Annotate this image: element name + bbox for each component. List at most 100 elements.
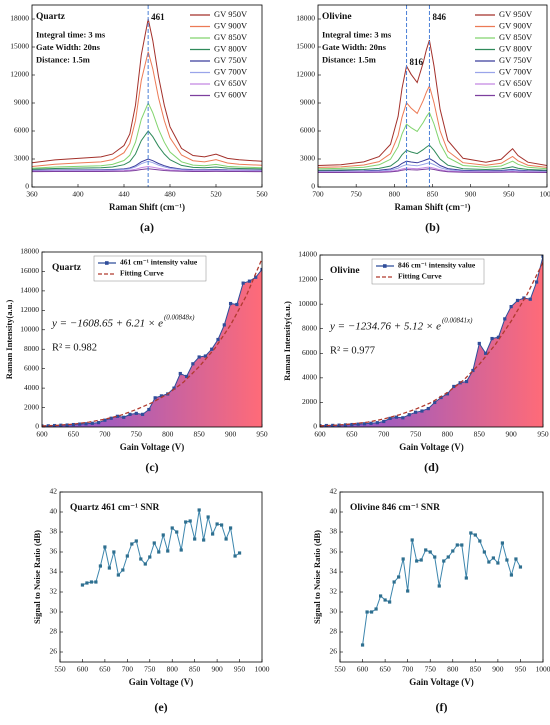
y-axis-label: Signal to Noise Ratio (dB): [312, 530, 322, 624]
marker: [130, 542, 134, 546]
peak-label: 816: [410, 57, 424, 67]
y-tick-label: 40: [50, 507, 58, 516]
marker: [197, 355, 201, 359]
marker: [78, 422, 82, 426]
x-axis-label: Raman Shift (cm⁻¹): [109, 202, 185, 212]
marker: [337, 423, 341, 427]
legend-label: GV 850V: [214, 32, 248, 42]
y-tick-label: 34: [330, 567, 338, 576]
marker: [451, 549, 455, 553]
y-tick-label: 0: [35, 422, 39, 431]
x-tick-label: 520: [210, 190, 222, 199]
series-line: [82, 509, 240, 586]
annotation: Olivine: [322, 12, 352, 22]
legend-label: GV 900V: [499, 20, 533, 30]
marker: [84, 422, 88, 426]
x-tick-label: 700: [99, 430, 111, 439]
marker: [509, 573, 514, 577]
marker: [356, 422, 360, 426]
marker: [535, 280, 539, 284]
marker: [134, 411, 138, 415]
y-tick-label: 12000: [298, 274, 317, 283]
x-tick-label: 480: [164, 190, 176, 199]
y-tick-label: 18000: [296, 14, 315, 23]
y-tick-label: 36: [50, 547, 58, 556]
annotation: Integral time: 3 ms: [36, 29, 106, 39]
marker: [184, 374, 189, 379]
legend-box: [93, 255, 207, 282]
legend-label: GV 850V: [499, 32, 533, 42]
y-tick-label: 0: [313, 422, 317, 431]
annotation: Quartz: [52, 263, 82, 273]
y-tick-label: 30: [50, 607, 58, 616]
marker: [406, 589, 410, 593]
y-tick-label: 16000: [20, 266, 39, 275]
marker: [191, 362, 195, 366]
series-line: [32, 160, 262, 172]
marker: [413, 410, 418, 414]
legend-label: GV 950V: [214, 9, 248, 19]
marker: [59, 423, 63, 427]
annotation: Quartz 461 cm⁻¹ SNR: [70, 503, 160, 513]
equation-exponent: (0.00841x): [442, 317, 473, 325]
marker: [509, 305, 513, 309]
marker: [147, 407, 151, 412]
x-tick-label: 1000: [255, 665, 270, 674]
marker: [350, 422, 354, 427]
x-tick-label: 700: [122, 665, 134, 674]
panel-label: (f): [436, 700, 448, 714]
x-tick-label: 850: [189, 665, 201, 674]
axes-frame: [59, 491, 263, 663]
marker: [211, 532, 215, 536]
y-axis-label: Signal to Noise Ratio (dB): [32, 530, 42, 624]
x-tick-label: 950: [537, 430, 549, 439]
marker: [484, 351, 488, 355]
y-tick-label: 9000: [300, 98, 315, 107]
marker: [139, 557, 143, 561]
area: [42, 269, 262, 427]
marker: [125, 554, 129, 558]
marker: [175, 530, 179, 534]
legend-label: GV 750V: [214, 55, 248, 65]
legend-label: Fitting Curve: [398, 272, 442, 281]
y-tick-label: 12000: [10, 70, 29, 79]
plot-area: [42, 258, 262, 427]
marker: [215, 522, 219, 526]
marker: [392, 580, 396, 584]
y-tick-label: 15000: [10, 42, 29, 51]
annotation: Olivine: [330, 266, 360, 276]
marker: [206, 515, 210, 519]
series-line: [32, 101, 262, 169]
x-tick-label: 650: [99, 665, 111, 674]
x-tick-label: 600: [36, 430, 48, 439]
x-tick-label: 850: [470, 665, 482, 674]
y-tick-label: 15000: [296, 42, 315, 51]
y-tick-label: 14000: [20, 286, 39, 295]
marker: [143, 562, 147, 566]
marker: [193, 537, 197, 541]
marker: [410, 538, 414, 542]
legend-marker: [105, 261, 109, 265]
marker: [80, 583, 85, 587]
marker: [224, 537, 228, 541]
marker: [469, 531, 473, 535]
series-line: [318, 168, 547, 173]
x-tick-label: 800: [447, 665, 459, 674]
x-tick-label: 900: [225, 430, 237, 439]
marker: [188, 519, 192, 523]
x-axis-label: Raman Shift (cm⁻¹): [395, 202, 471, 212]
marker: [228, 301, 233, 306]
marker: [439, 395, 443, 400]
marker: [496, 335, 500, 339]
marker: [428, 550, 432, 554]
x-tick-label: 700: [378, 430, 390, 439]
y-tick-label: 3000: [14, 154, 29, 163]
legend-label: GV 950V: [499, 9, 533, 19]
marker: [237, 551, 242, 555]
marker: [442, 559, 446, 563]
x-tick-label: 550: [54, 665, 66, 674]
marker: [518, 565, 523, 569]
x-axis-label: Gain Voltage (V): [409, 677, 474, 687]
marker: [419, 558, 423, 562]
marker: [369, 610, 374, 614]
